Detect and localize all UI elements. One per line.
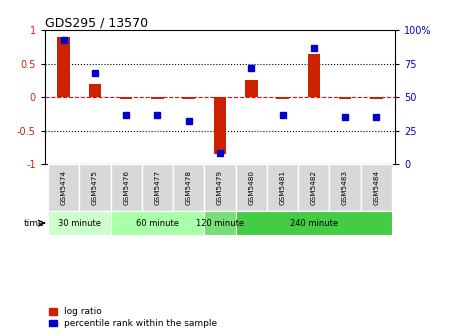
Text: GSM5480: GSM5480 — [248, 170, 254, 205]
Text: GSM5478: GSM5478 — [186, 170, 192, 205]
Text: GDS295 / 13570: GDS295 / 13570 — [45, 16, 148, 29]
Bar — [339, 97, 352, 99]
Bar — [48, 164, 79, 211]
Bar — [308, 54, 320, 97]
Bar — [236, 211, 392, 235]
Bar — [236, 164, 267, 211]
Bar — [142, 164, 173, 211]
Bar — [79, 164, 110, 211]
Text: GSM5477: GSM5477 — [154, 170, 160, 205]
Bar — [182, 97, 195, 98]
Bar — [173, 164, 204, 211]
Text: GSM5479: GSM5479 — [217, 170, 223, 205]
Text: GSM5481: GSM5481 — [280, 170, 286, 205]
Text: 60 minute: 60 minute — [136, 219, 179, 228]
Bar — [361, 164, 392, 211]
Bar — [276, 97, 289, 99]
Legend: log ratio, percentile rank within the sample: log ratio, percentile rank within the sa… — [49, 307, 217, 328]
Bar — [110, 164, 142, 211]
Bar — [110, 211, 204, 235]
Bar — [267, 164, 298, 211]
Text: GSM5474: GSM5474 — [61, 170, 66, 205]
Bar — [370, 97, 383, 99]
Text: GSM5475: GSM5475 — [92, 170, 98, 205]
Bar — [57, 37, 70, 97]
Bar — [330, 164, 361, 211]
Text: time: time — [24, 219, 44, 228]
Text: GSM5483: GSM5483 — [342, 170, 348, 205]
Bar — [245, 81, 258, 97]
Bar — [151, 97, 164, 99]
Bar — [214, 97, 226, 154]
Text: 240 minute: 240 minute — [290, 219, 338, 228]
Bar — [298, 164, 330, 211]
Text: 120 minute: 120 minute — [196, 219, 244, 228]
Text: 30 minute: 30 minute — [58, 219, 101, 228]
Bar — [48, 211, 110, 235]
Text: GSM5484: GSM5484 — [374, 170, 379, 205]
Bar — [120, 97, 132, 98]
Text: GSM5476: GSM5476 — [123, 170, 129, 205]
Bar — [204, 211, 236, 235]
Text: GSM5482: GSM5482 — [311, 170, 317, 205]
Bar — [204, 164, 236, 211]
Bar — [89, 84, 101, 97]
